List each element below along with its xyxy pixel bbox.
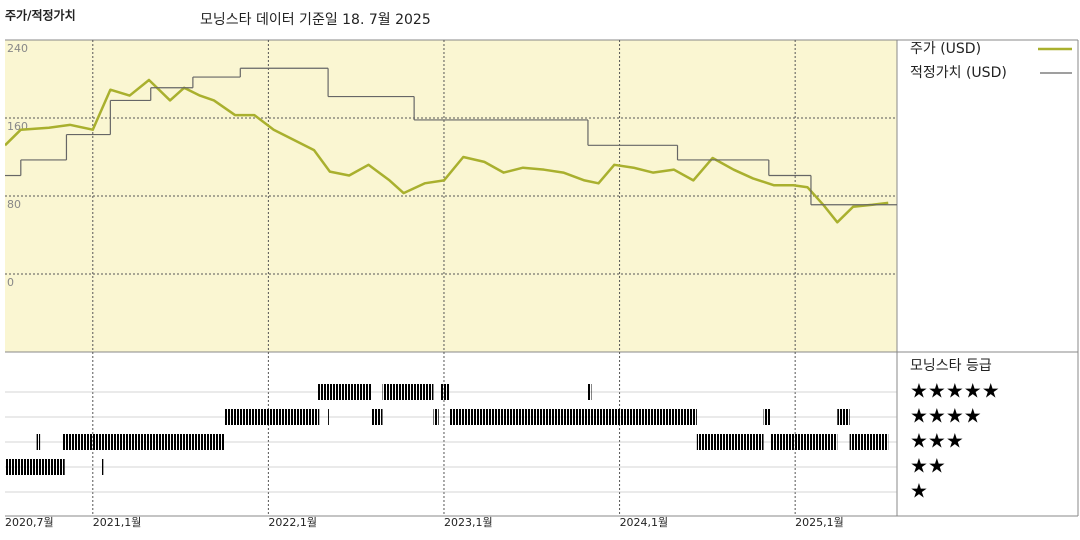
x-tick-label: 2025,1월: [795, 516, 844, 529]
rating-bar: [36, 434, 41, 450]
rating-bar: [849, 434, 889, 450]
rating-bar: [382, 384, 434, 400]
y-tick-label: 240: [7, 42, 28, 55]
rating-bar: [328, 409, 330, 425]
rating-bar: [317, 384, 372, 400]
rating-label: ★★: [910, 454, 946, 478]
rating-bar: [5, 459, 65, 475]
rating-bar: [440, 384, 450, 400]
rating-bar: [696, 434, 764, 450]
plot-lines: [5, 67, 897, 224]
chart-subtitle: 모닝스타 데이터 기준일 18. 7월 2025: [200, 12, 431, 28]
y-tick-label: 0: [7, 276, 14, 289]
x-tick-label: 2021,1월: [93, 516, 142, 529]
legend-label: 주가 (USD): [910, 41, 981, 57]
rating-label: ★★★: [910, 429, 964, 453]
y-tick-label: 80: [7, 198, 21, 211]
y-tick-label: 160: [7, 120, 28, 133]
chart-title: 주가/적정가치: [5, 8, 76, 23]
rating-bar: [587, 384, 592, 400]
rating-bar: [433, 409, 439, 425]
rating-bar: [770, 434, 838, 450]
rating-bar: [101, 459, 104, 475]
rating-label: ★★★★★: [910, 379, 1000, 403]
rating-bar: [763, 409, 771, 425]
x-tick-label: 2023,1월: [444, 516, 493, 529]
rating-bar: [449, 409, 697, 425]
rating-label: ★: [910, 479, 928, 503]
rating-bar: [837, 409, 850, 425]
legend-label: 적정가치 (USD): [910, 65, 1007, 81]
x-tick-label: 2020,7월: [5, 516, 54, 529]
price-line: [5, 78, 889, 224]
x-tick-label: 2024,1월: [620, 516, 669, 529]
x-tick-label: 2022,1월: [268, 516, 317, 529]
rating-title: 모닝스타 등급: [910, 358, 992, 374]
rating-bar: [371, 409, 383, 425]
rating-label: ★★★★: [910, 404, 982, 428]
rating-bar: [62, 434, 225, 450]
rating-bar: [224, 409, 320, 425]
